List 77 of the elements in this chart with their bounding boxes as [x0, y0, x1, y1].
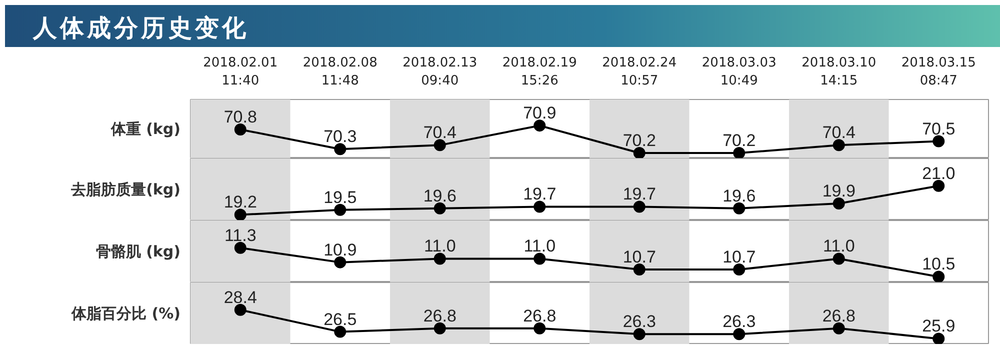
- point: [733, 328, 746, 340]
- point: [733, 147, 746, 158]
- point: [434, 322, 446, 334]
- data-label: 70.2: [622, 131, 656, 150]
- data-label: 10.7: [622, 248, 656, 267]
- point: [832, 322, 845, 334]
- point: [334, 143, 346, 156]
- point: [832, 139, 845, 152]
- x-tick-label: 2018.02.08 11:48: [302, 56, 378, 88]
- data-label: 11.0: [822, 236, 855, 256]
- data-label: 10.5: [922, 254, 956, 274]
- data-label: 19.2: [224, 192, 257, 212]
- data-label: 19.5: [324, 188, 357, 207]
- point: [234, 208, 246, 220]
- point: [633, 264, 646, 276]
- x-tick-label: 2018.02.24 10:57: [602, 56, 677, 88]
- point: [733, 202, 746, 214]
- data-label: 10.9: [324, 240, 357, 260]
- data-label: 26.8: [423, 306, 456, 326]
- chart-title: 人体成分历史变化: [33, 13, 249, 44]
- point: [334, 204, 346, 216]
- data-label: 11.0: [424, 236, 456, 256]
- point: [534, 200, 546, 213]
- point: [234, 124, 246, 136]
- data-label: 70.4: [423, 123, 456, 142]
- data-label: 70.9: [523, 104, 556, 123]
- point: [932, 180, 945, 192]
- data-label: 19.6: [722, 186, 756, 206]
- y-axis-title: 去脂肪质量(kg): [70, 180, 181, 198]
- x-tick-label: 2018.03.10 14:15: [802, 56, 876, 88]
- y-axis-title: 体脂百分比 (%): [70, 304, 181, 322]
- y-axis-title: 骨骼肌 (kg): [96, 242, 181, 260]
- point: [334, 326, 346, 338]
- point: [234, 304, 246, 316]
- data-label: 25.9: [922, 316, 956, 336]
- x-tick-label: 2018.03.03 10:49: [702, 56, 776, 88]
- point: [932, 270, 945, 282]
- y-axis-title: 体重 (kg): [110, 120, 181, 138]
- point: [534, 322, 546, 334]
- point: [832, 198, 845, 210]
- data-label: 70.4: [822, 123, 856, 142]
- x-tick-label: 2018.02.01 11:40: [203, 56, 278, 88]
- data-label: 26.3: [622, 312, 656, 332]
- data-label: 70.3: [324, 127, 357, 146]
- x-tick-label: 2018.03.15 08:47: [901, 56, 976, 88]
- point: [434, 202, 446, 214]
- point: [633, 200, 646, 213]
- point: [234, 242, 246, 254]
- point: [534, 252, 546, 265]
- data-label: 10.7: [722, 248, 756, 267]
- data-label: 26.5: [324, 310, 357, 329]
- point: [434, 139, 446, 152]
- point: [534, 120, 546, 132]
- data-label: 26.3: [722, 312, 756, 332]
- point: [733, 264, 746, 276]
- data-label: 70.5: [922, 119, 956, 138]
- data-label: 19.7: [523, 184, 556, 204]
- x-tick-label: 2018.02.19 15:26: [502, 56, 577, 88]
- data-label: 26.8: [523, 306, 556, 326]
- data-label: 19.7: [622, 184, 656, 204]
- point: [932, 135, 945, 148]
- point: [633, 328, 646, 340]
- data-label: 11.3: [224, 226, 256, 245]
- point: [633, 147, 646, 158]
- data-label: 28.4: [224, 288, 257, 307]
- point: [832, 252, 845, 265]
- data-label: 70.8: [224, 107, 257, 126]
- data-label: 19.9: [822, 182, 856, 201]
- data-label: 26.8: [822, 306, 856, 326]
- point: [932, 332, 945, 344]
- data-label: 70.2: [722, 131, 756, 150]
- data-label: 21.0: [922, 164, 956, 183]
- x-tick-label: 2018.02.13 09:40: [402, 56, 478, 88]
- data-label: 19.6: [423, 186, 456, 206]
- point: [334, 256, 346, 268]
- point: [434, 252, 446, 265]
- data-label: 11.0: [524, 236, 556, 256]
